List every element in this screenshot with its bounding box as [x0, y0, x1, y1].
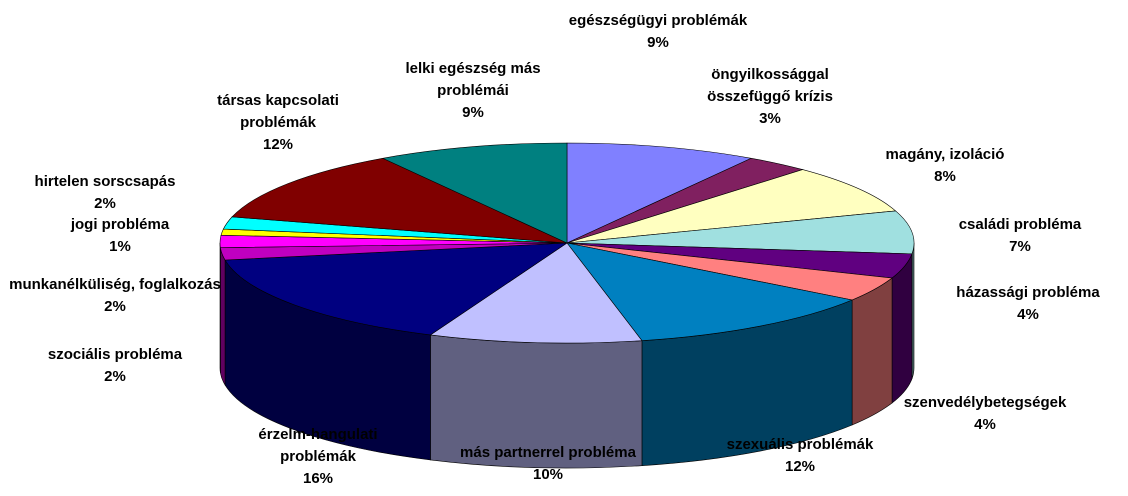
value-label: 4% — [974, 416, 996, 433]
category-label: érzelm-hangulati problémák — [258, 426, 378, 465]
data-label: társas kapcsolati problémák 12% — [188, 90, 368, 156]
category-label: családi probléma — [958, 216, 1082, 233]
value-label: 10% — [532, 466, 564, 483]
value-label: 2% — [104, 368, 126, 385]
value-label: 7% — [1009, 238, 1031, 255]
category-label: szenvedélybetegségek — [903, 394, 1067, 411]
value-label: 12% — [262, 136, 294, 153]
data-label: egészségügyi problémák 9% — [528, 10, 788, 54]
category-label: más partnerrel probléma — [460, 444, 636, 461]
data-label: magány, izoláció 8% — [845, 144, 1045, 188]
category-label: szociális probléma — [47, 346, 183, 363]
category-label: szexuális problémák — [726, 436, 874, 453]
data-label: munkanélküliség, foglalkozás 2% — [0, 274, 230, 318]
value-label: 9% — [647, 34, 669, 51]
slice — [224, 242, 569, 336]
category-label: házassági probléma — [956, 284, 1100, 301]
data-label: szociális probléma 2% — [10, 344, 220, 388]
slice-side — [911, 242, 915, 379]
category-label: öngyilkossággal összefüggő krízis — [707, 66, 833, 105]
category-label: társas kapcsolati problémák — [217, 92, 339, 131]
slice — [566, 210, 915, 255]
value-label: 2% — [104, 298, 126, 315]
category-label: magány, izoláció — [885, 146, 1005, 163]
value-label: 16% — [302, 470, 334, 487]
value-label: 1% — [109, 238, 131, 255]
slice — [566, 169, 897, 244]
slice — [381, 142, 568, 244]
data-label: szenvedélybetegségek 4% — [865, 392, 1105, 436]
value-label: 3% — [759, 110, 781, 127]
category-label: munkanélküliség, foglalkozás — [9, 276, 221, 293]
data-label: családi probléma 7% — [935, 214, 1105, 258]
slice-side — [891, 253, 913, 404]
data-label: házassági probléma 4% — [933, 282, 1123, 326]
value-label: 9% — [462, 104, 484, 121]
data-label: hirtelen sorscsapás 2% — [5, 171, 205, 215]
value-label: 8% — [934, 168, 956, 185]
category-label: egészségügyi problémák — [568, 12, 748, 29]
category-label: lelki egészség más problémái — [405, 60, 541, 99]
data-label: más partnerrel probléma 10% — [418, 442, 678, 486]
slice — [566, 242, 854, 341]
data-label: jogi probléma 1% — [45, 214, 195, 258]
value-label: 12% — [784, 458, 816, 475]
value-label: 2% — [94, 195, 116, 212]
slice — [231, 157, 568, 244]
data-label: lelki egészség más problémái 9% — [373, 58, 573, 124]
slice — [566, 142, 753, 244]
data-label: szexuális problémák 12% — [690, 434, 910, 478]
category-label: jogi probléma — [70, 216, 170, 233]
data-label: öngyilkossággal összefüggő krízis 3% — [675, 64, 865, 130]
value-label: 4% — [1017, 306, 1039, 323]
data-label: érzelm-hangulati problémák 16% — [238, 424, 398, 490]
slice — [429, 242, 643, 344]
category-label: hirtelen sorscsapás — [34, 173, 176, 190]
